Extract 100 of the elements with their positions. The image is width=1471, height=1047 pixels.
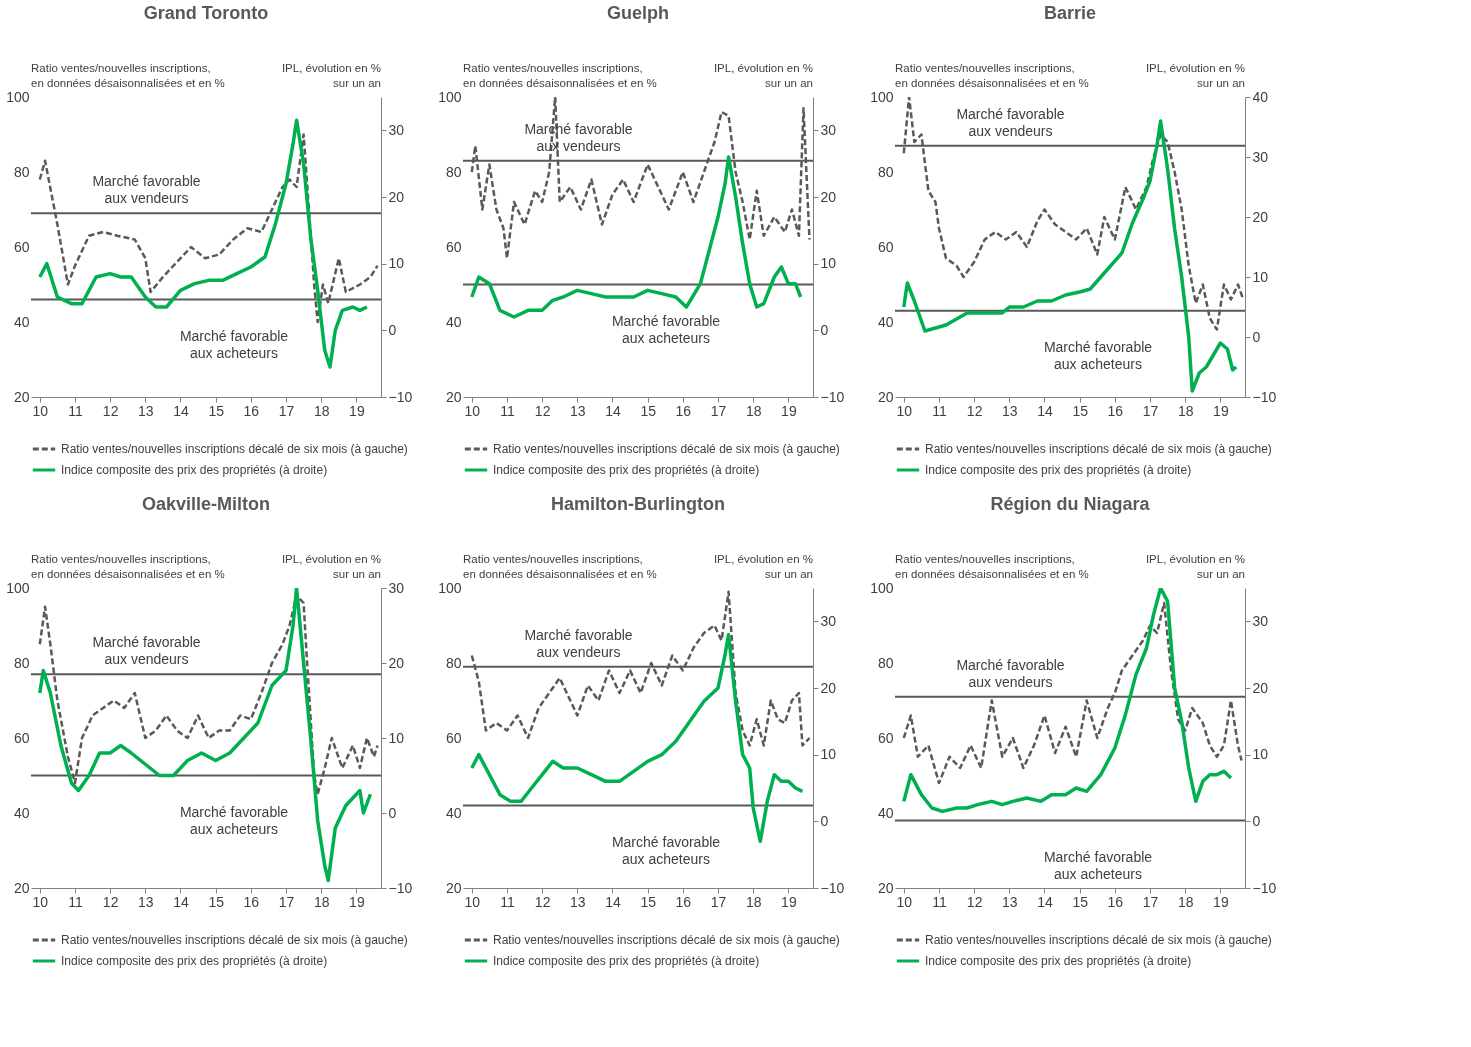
y-tick-label: 80 <box>13 163 30 180</box>
y2-tick-label: −10 <box>388 879 413 896</box>
ref-line-label: Marché favorable aux vendeurs <box>524 626 633 660</box>
x-tick-label: 17 <box>710 402 727 419</box>
y2-tick-label: 10 <box>1252 268 1269 285</box>
y-tick-label: 20 <box>445 388 462 405</box>
x-tick-label: 19 <box>1213 893 1229 910</box>
chart-title: Région du Niagara <box>990 494 1151 514</box>
x-tick-label: 15 <box>640 893 657 910</box>
x-tick-label: 19 <box>349 402 365 419</box>
x-tick-label: 10 <box>464 893 481 910</box>
y-axis-title: Ratio ventes/nouvelles inscriptions, en données désaisonnalisées et en % <box>895 553 1089 580</box>
ref-line-label: Marché favorable aux acheteurs <box>611 312 721 346</box>
x-tick-label: 16 <box>675 402 692 419</box>
ref-line-label: Marché favorable aux vendeurs <box>956 105 1065 139</box>
y-tick-label: 20 <box>877 388 894 405</box>
x-tick-label: 14 <box>173 893 189 910</box>
ref-line-label: Marché favorable aux vendeurs <box>92 634 201 668</box>
y-axis-title: Ratio ventes/nouvelles inscriptions, en données désaisonnalisées et en % <box>463 553 657 580</box>
y2-tick-label: 0 <box>1252 328 1261 345</box>
x-tick-label: 12 <box>534 893 551 910</box>
y2-tick-label: −10 <box>820 388 845 405</box>
legend-label: Ratio ventes/nouvelles inscriptions décalé de six mois (à gauche) <box>61 442 408 456</box>
y2-axis-title: IPL, évolution en % sur un an <box>713 62 813 89</box>
legend-label: Indice composite des prix des propriétés (à droite) <box>61 463 328 477</box>
legend-label: Indice composite des prix des propriétés (à droite) <box>493 463 760 477</box>
y-tick-label: 100 <box>870 88 894 105</box>
ref-line-label: Marché favorable aux vendeurs <box>92 173 201 207</box>
x-tick-label: 12 <box>102 402 119 419</box>
legend-label: Ratio ventes/nouvelles inscriptions décalé de six mois (à gauche) <box>925 933 1272 947</box>
x-tick-label: 13 <box>1002 893 1018 910</box>
x-tick-label: 10 <box>464 402 481 419</box>
y-tick-label: 40 <box>13 313 30 330</box>
y-tick-label: 60 <box>877 729 894 746</box>
y2-tick-label: 30 <box>820 612 837 629</box>
y-tick-label: 60 <box>13 238 30 255</box>
x-tick-label: 17 <box>278 893 295 910</box>
y-tick-label: 60 <box>877 238 894 255</box>
x-tick-label: 18 <box>745 402 762 419</box>
y-tick-label: 100 <box>6 579 30 596</box>
y2-axis-title: IPL, évolution en % sur un an <box>1145 553 1245 580</box>
y2-tick-label: −10 <box>820 879 845 896</box>
y-tick-label: 40 <box>877 313 894 330</box>
x-tick-label: 11 <box>932 402 947 419</box>
y2-tick-label: 30 <box>1252 148 1269 165</box>
legend-label: Ratio ventes/nouvelles inscriptions décalé de six mois (à gauche) <box>493 933 840 947</box>
y-tick-label: 100 <box>6 88 30 105</box>
y-tick-label: 40 <box>877 804 894 821</box>
chart-title: Guelph <box>607 3 669 23</box>
y2-tick-label: 20 <box>1252 679 1269 696</box>
y-tick-label: 20 <box>877 879 894 896</box>
ref-line-label: Marché favorable aux acheteurs <box>611 833 721 867</box>
y2-tick-label: 0 <box>388 321 397 338</box>
y-tick-label: 80 <box>445 163 462 180</box>
y-axis-title: Ratio ventes/nouvelles inscriptions, en données désaisonnalisées et en % <box>31 62 225 89</box>
x-tick-label: 19 <box>349 893 365 910</box>
y2-tick-label: 30 <box>1252 612 1269 629</box>
x-tick-label: 17 <box>278 402 295 419</box>
y2-axis-title: IPL, évolution en % sur un an <box>1145 62 1245 89</box>
x-tick-label: 11 <box>500 402 515 419</box>
x-tick-label: 17 <box>1142 402 1159 419</box>
y-tick-label: 20 <box>445 879 462 896</box>
y2-tick-label: −10 <box>1252 879 1277 896</box>
x-tick-label: 14 <box>605 893 621 910</box>
chart-title: Hamilton-Burlington <box>551 494 725 514</box>
y2-tick-label: 40 <box>1252 88 1269 105</box>
x-tick-label: 18 <box>313 893 330 910</box>
x-tick-label: 14 <box>1037 893 1053 910</box>
x-tick-label: 10 <box>32 402 49 419</box>
x-tick-label: 13 <box>138 893 154 910</box>
y-tick-label: 20 <box>13 879 30 896</box>
legend-label: Indice composite des prix des propriétés (à droite) <box>61 954 328 968</box>
y2-tick-label: 0 <box>388 804 397 821</box>
x-tick-label: 16 <box>675 893 692 910</box>
legend-label: Ratio ventes/nouvelles inscriptions décalé de six mois (à gauche) <box>493 442 840 456</box>
x-tick-label: 19 <box>781 893 797 910</box>
y2-tick-label: 0 <box>820 321 829 338</box>
y2-axis-title: IPL, évolution en % sur un an <box>713 553 813 580</box>
x-tick-label: 10 <box>896 402 913 419</box>
legend-label: Ratio ventes/nouvelles inscriptions décalé de six mois (à gauche) <box>925 442 1272 456</box>
x-tick-label: 10 <box>896 893 913 910</box>
y-tick-label: 60 <box>445 729 462 746</box>
y2-tick-label: 10 <box>1252 746 1269 763</box>
y2-axis-title: IPL, évolution en % sur un an <box>281 62 381 89</box>
y2-tick-label: −10 <box>388 388 413 405</box>
x-tick-label: 17 <box>1142 893 1159 910</box>
y-axis-title: Ratio ventes/nouvelles inscriptions, en données désaisonnalisées et en % <box>895 62 1089 89</box>
y2-tick-label: 20 <box>388 188 405 205</box>
x-tick-label: 13 <box>138 402 154 419</box>
y-tick-label: 80 <box>877 163 894 180</box>
y2-tick-label: 10 <box>388 255 405 272</box>
legend-label: Ratio ventes/nouvelles inscriptions décalé de six mois (à gauche) <box>61 933 408 947</box>
y-axis-title: Ratio ventes/nouvelles inscriptions, en données désaisonnalisées et en % <box>463 62 657 89</box>
y-tick-label: 100 <box>438 88 462 105</box>
line-series <box>902 588 1233 814</box>
x-tick-label: 11 <box>68 402 83 419</box>
y2-tick-label: 20 <box>820 679 837 696</box>
x-tick-label: 16 <box>243 402 260 419</box>
x-tick-label: 14 <box>173 402 189 419</box>
y-tick-label: 80 <box>445 654 462 671</box>
